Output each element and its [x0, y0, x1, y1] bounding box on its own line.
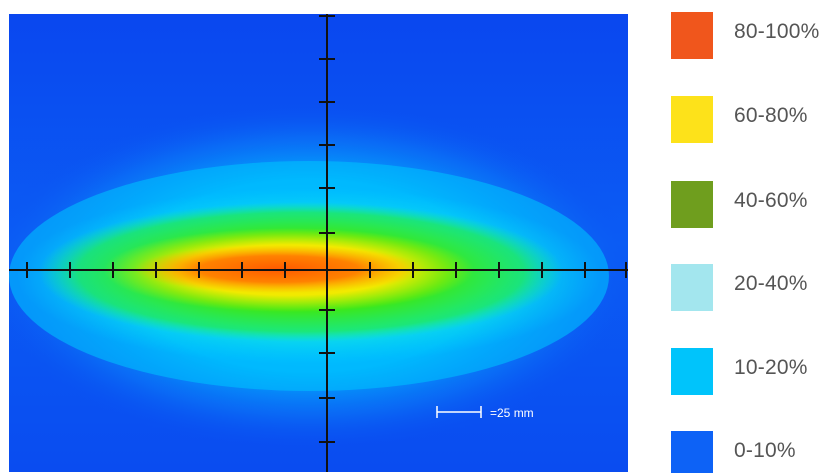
legend-swatch	[671, 431, 713, 473]
legend-swatch	[671, 96, 713, 143]
legend-item-40-60: 40-60%	[668, 181, 839, 231]
legend-item-0-10: 0-10%	[668, 431, 839, 473]
legend-label: 0-10%	[734, 439, 796, 462]
horizontal-axis-ticks	[26, 262, 627, 278]
heatmap-canvas: =25 mm	[9, 14, 628, 472]
legend-swatch	[671, 348, 713, 395]
legend-label: 10-20%	[734, 356, 808, 379]
legend-item-20-40: 20-40%	[668, 264, 839, 314]
legend-label: 40-60%	[734, 189, 808, 212]
legend-item-80-100: 80-100%	[668, 12, 839, 62]
legend-swatch	[671, 181, 713, 228]
legend-label: 80-100%	[734, 20, 820, 43]
legend-label: 20-40%	[734, 272, 808, 295]
legend-item-10-20: 10-20%	[668, 348, 839, 398]
legend-swatch	[671, 12, 713, 59]
beam-intensity-heatmap: =25 mm	[9, 14, 628, 472]
scale-bar-label: =25 mm	[490, 406, 534, 420]
legend-label: 60-80%	[734, 104, 808, 127]
legend-swatch	[671, 264, 713, 311]
scale-bar	[436, 406, 482, 418]
legend: 80-100% 60-80% 40-60% 20-40% 10-20% 0-10…	[668, 0, 839, 473]
legend-item-60-80: 60-80%	[668, 96, 839, 146]
vertical-axis-ticks	[319, 15, 335, 443]
